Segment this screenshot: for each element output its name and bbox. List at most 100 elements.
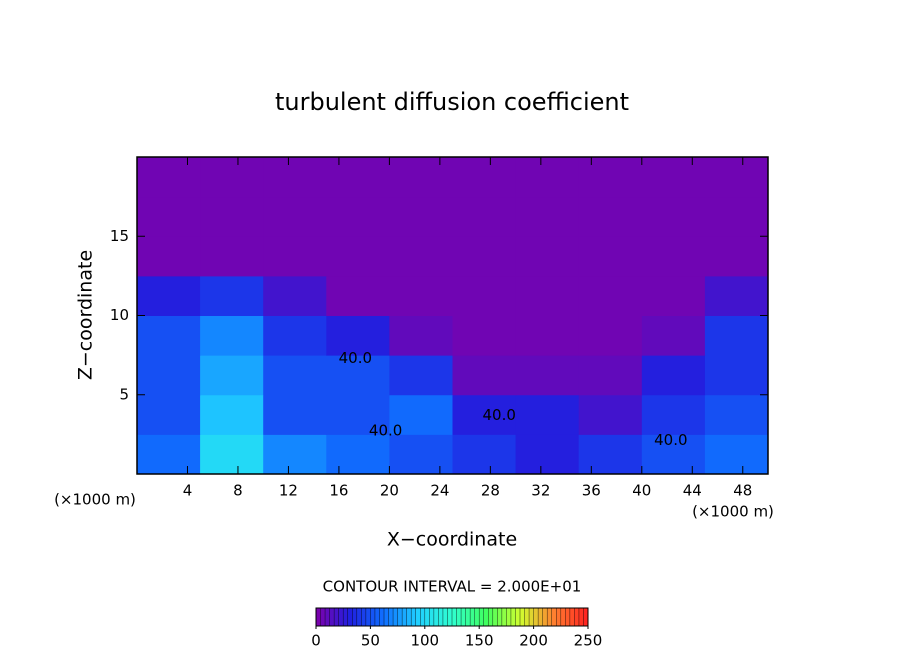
heat-cell <box>326 355 390 396</box>
colorbar-swatch <box>560 608 566 626</box>
colorbar-swatch <box>501 608 507 626</box>
heat-cell <box>515 434 580 475</box>
heat-cell <box>452 157 517 198</box>
heat-cell <box>137 315 201 356</box>
colorbar-swatch <box>361 608 367 626</box>
heat-cell <box>515 355 580 396</box>
heat-cell <box>389 394 453 435</box>
heat-cell <box>326 157 390 198</box>
colorbar-swatch <box>388 608 394 626</box>
colorbar-swatch <box>338 608 344 626</box>
heat-cell <box>389 236 453 277</box>
colorbar-swatch <box>429 608 435 626</box>
heatmap <box>137 157 769 475</box>
colorbar-swatch <box>474 608 480 626</box>
heat-cell <box>704 196 769 237</box>
colorbar-swatch <box>393 608 398 626</box>
heat-cell <box>326 275 390 316</box>
heat-cell <box>578 157 643 198</box>
heat-cell <box>200 434 264 475</box>
colorbar-swatch <box>343 608 349 626</box>
heat-cell <box>200 157 264 198</box>
heat-cell <box>578 355 643 396</box>
heat-cell <box>452 196 517 237</box>
colorbar-frame <box>315 607 589 627</box>
x-tick-label: 12 <box>279 482 298 500</box>
colorbar-tick-label: 200 <box>519 632 548 650</box>
colorbar: 0 50 100 150 200 250 <box>311 607 603 650</box>
heat-cell <box>641 196 706 237</box>
colorbar-swatch <box>424 608 430 626</box>
heat-cell <box>578 196 643 237</box>
heat-cell <box>263 275 327 316</box>
colorbar-swatch <box>334 608 339 626</box>
heat-cell <box>452 315 517 356</box>
colorbar-swatch <box>447 608 453 626</box>
heat-cell <box>641 275 706 316</box>
heat-cell <box>452 236 517 277</box>
heat-cell <box>389 157 453 198</box>
colorbar-swatch <box>529 608 534 626</box>
colorbar-swatch <box>551 608 557 626</box>
x-tick-label: 24 <box>430 482 449 500</box>
colorbar-swatch <box>470 608 475 626</box>
colorbar-tick-label: 250 <box>574 632 603 650</box>
colorbar-swatch <box>492 608 498 626</box>
colorbar-swatch <box>411 608 417 626</box>
heat-cell <box>263 196 327 237</box>
x-tick-label: 44 <box>683 482 702 500</box>
x-tick-label: 16 <box>329 482 348 500</box>
y-unit: (×1000 m) <box>54 491 136 509</box>
colorbar-swatch <box>465 608 471 626</box>
x-tick-label: 20 <box>380 482 399 500</box>
heat-cell <box>704 157 769 198</box>
heat-cell <box>389 196 453 237</box>
colorbar-title: CONTOUR INTERVAL = 2.000E+01 <box>323 578 582 596</box>
heat-cell <box>137 275 201 316</box>
colorbar-swatch <box>542 608 548 626</box>
y-axis-label: Z−coordinate <box>75 250 97 380</box>
colorbar-swatch <box>556 608 562 626</box>
heat-cell <box>263 315 327 356</box>
colorbar-swatch <box>452 608 457 626</box>
colorbar-swatch <box>488 608 494 626</box>
colorbar-swatch <box>547 608 553 626</box>
colorbar-swatch <box>325 608 330 626</box>
x-tick-label: 40 <box>632 482 651 500</box>
heat-cell <box>263 236 327 277</box>
heat-cell <box>326 315 390 356</box>
colorbar-swatch <box>461 608 466 626</box>
colorbar-swatch <box>497 608 503 626</box>
colorbar-swatch <box>415 608 421 626</box>
colorbar-swatch <box>384 608 389 626</box>
heat-cell <box>515 157 580 198</box>
heat-cell <box>704 394 769 435</box>
colorbar-swatch <box>538 608 543 626</box>
colorbar-swatch <box>397 608 403 626</box>
heat-cell <box>263 434 327 475</box>
colorbar-swatch <box>320 608 326 626</box>
contour-label: 40.0 <box>654 431 687 449</box>
x-axis-label: X−coordinate <box>387 529 517 551</box>
heat-cell <box>641 315 706 356</box>
heat-cell <box>200 315 264 356</box>
colorbar-swatch <box>365 608 371 626</box>
heat-cell <box>578 434 643 475</box>
colorbar-swatch <box>520 608 525 626</box>
heat-cell <box>704 236 769 277</box>
colorbar-swatch <box>379 608 385 626</box>
colorbar-swatch <box>433 608 439 626</box>
colorbar-swatch <box>583 608 589 626</box>
colorbar-swatch <box>574 608 580 626</box>
heat-cell <box>704 434 769 475</box>
heat-cell <box>641 394 706 435</box>
colorbar-swatch <box>370 608 376 626</box>
heat-cell <box>641 157 706 198</box>
heat-cell <box>704 275 769 316</box>
heat-cell <box>137 434 201 475</box>
heat-cell <box>137 157 201 198</box>
x-tick-label: 28 <box>481 482 500 500</box>
x-tick-label: 8 <box>233 482 243 500</box>
heat-cell <box>326 196 390 237</box>
